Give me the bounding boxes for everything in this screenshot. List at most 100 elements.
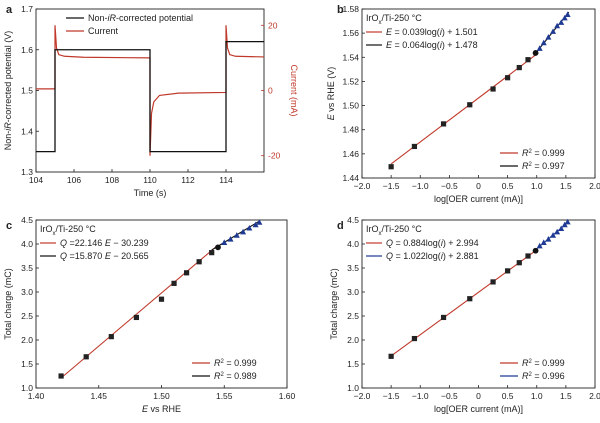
x-tick-label: 108: [105, 175, 119, 185]
r2-legend: R2 = 0.999 R2 = 0.989: [192, 358, 257, 381]
x-tick-label: 0: [476, 181, 481, 191]
data-point-triangle: [540, 39, 547, 46]
data-point-circle: [532, 50, 539, 56]
data-point-square: [171, 280, 177, 286]
data-point-triangle: [240, 228, 247, 235]
y-tick-label: 3.0: [347, 287, 359, 297]
x-tick-label: 1.40: [28, 391, 45, 401]
y-axis-label: Total charge (mC): [3, 268, 13, 340]
y-tick-label: 2.5: [347, 311, 359, 321]
y-tick-label: 1.48: [342, 125, 359, 135]
y-tick-label: 1.0: [347, 383, 359, 393]
panel-a: a 104 106 108 110 112 114 1.3 1.4 1.5 1.6 1.7 -20 0 20…: [3, 4, 299, 198]
y-tick-label: 1.56: [342, 28, 359, 38]
y-tick-label: 1.46: [342, 149, 359, 159]
data-point-square: [196, 259, 202, 265]
x-tick-label: 114: [219, 175, 233, 185]
x-tick-label: 0.5: [502, 181, 514, 191]
data-point-triangle: [540, 239, 547, 245]
data-point-square: [108, 334, 114, 340]
y-tick-label: 4.0: [347, 239, 359, 249]
y-tick-label: 4.0: [21, 239, 33, 249]
y-tick-label: 2.0: [21, 335, 33, 345]
y-tick-label: 1.0: [21, 383, 33, 393]
x-axis-label: E vs RHE: [142, 404, 181, 414]
fit-equation: Q =22.146 E − 30.239: [60, 238, 149, 248]
data-point-square: [411, 335, 418, 342]
y-tick-label: 1.5: [21, 359, 33, 369]
x-tick-label: 0.5: [502, 391, 514, 401]
x-tick-label: −1.0: [412, 391, 429, 401]
data-point-square: [490, 279, 496, 285]
y-tick-label: 2.0: [347, 335, 359, 345]
data-point-square: [440, 314, 447, 321]
legend-entry: Non-iR-corrected potential: [88, 13, 193, 23]
data-point-triangle: [558, 19, 565, 25]
x-tick-label: −1.0: [412, 181, 429, 191]
y-tick-label: 3.5: [21, 263, 33, 273]
data-point-square: [58, 373, 64, 379]
y-tick-label: 4.5: [21, 215, 33, 225]
x-tick-label: 2.0: [589, 391, 600, 401]
data-point-triangle: [554, 228, 561, 235]
data-point-square: [209, 250, 215, 256]
potential-line: [36, 40, 264, 153]
data-point-square: [505, 75, 511, 81]
x-tick-label: 1.0: [531, 181, 543, 191]
data-point-triangle: [227, 236, 234, 242]
panel-label: c: [6, 220, 12, 232]
x-tick-label: 104: [29, 175, 43, 185]
y2-tick-label: 0: [268, 86, 273, 96]
fit-equation: E = 0.064log(i) + 1.478: [386, 40, 478, 50]
data-point-triangle: [550, 232, 557, 238]
x-tick-label: 0: [476, 391, 481, 401]
data-point-square: [467, 102, 473, 108]
data-point-circle: [215, 244, 221, 251]
data-point-triangle: [561, 221, 568, 228]
data-point-triangle: [545, 236, 552, 242]
y-tick-label: 1.58: [342, 4, 359, 14]
x-tick-label: −0.5: [441, 181, 458, 191]
sample-label: IrOx/Ti-250 °C: [366, 13, 422, 26]
x-tick-label: 110: [143, 175, 157, 185]
x-tick-label: 1.5: [560, 391, 572, 401]
y-tick-label: 1.50: [342, 101, 359, 111]
x-axis-label: log[OER current (mA)]: [434, 194, 523, 204]
legend-entry: Current: [88, 26, 119, 36]
r2-value: R2 = 0.996: [522, 371, 565, 381]
legend: Non-iR-corrected potential Current: [66, 13, 193, 36]
y-tick-label: 1.7: [21, 4, 33, 14]
r2-legend: R2 = 0.999 R2 = 0.997: [500, 148, 565, 171]
data-point-square: [411, 143, 418, 150]
x-tick-label: 1.55: [216, 391, 233, 401]
data-point-triangle: [550, 28, 557, 34]
equation-legend: Q =22.146 E − 30.239 Q =15.870 E − 20.565: [40, 238, 149, 261]
data-point-triangle: [221, 239, 228, 245]
x-tick-label: 1.5: [560, 181, 572, 191]
y-axis-label: Non-iR-corrected potential (V): [3, 31, 13, 151]
data-point-square: [516, 260, 522, 266]
data-point-triangle: [545, 33, 552, 40]
x-axis-label: Time (s): [134, 188, 167, 198]
data-point-square: [516, 64, 522, 71]
equation-legend: Q = 0.884log(i) + 2.994 Q = 1.022log(i) +…: [366, 238, 479, 261]
x-tick-label: 1.45: [90, 391, 107, 401]
y-tick-label: 3.5: [347, 263, 359, 273]
y-tick-label: 1.3: [21, 167, 33, 177]
panel-d: d −2.0 −1.5 −1.0 −0.5 0 0.5 1.0 1.5 2.0 1.0 1.5 2.0 2…: [329, 215, 600, 414]
data-point-triangle: [561, 14, 568, 21]
x-tick-label: 1.0: [531, 391, 543, 401]
sample-label: IrOx/Ti-250 °C: [366, 224, 422, 237]
y-axis-label: Total charge (mC): [329, 268, 339, 340]
data-point-square: [490, 86, 496, 92]
data-point-square: [505, 268, 511, 274]
data-point-square: [184, 270, 190, 276]
x-tick-label: 2.0: [589, 181, 600, 191]
panel-label: d: [337, 220, 344, 232]
data-point-triangle: [554, 22, 561, 29]
data-point-triangle: [564, 218, 571, 225]
fit-equation: Q =15.870 E − 20.565: [60, 251, 149, 261]
x-tick-label: 1.60: [279, 391, 296, 401]
y-tick-label: 1.5: [347, 359, 359, 369]
